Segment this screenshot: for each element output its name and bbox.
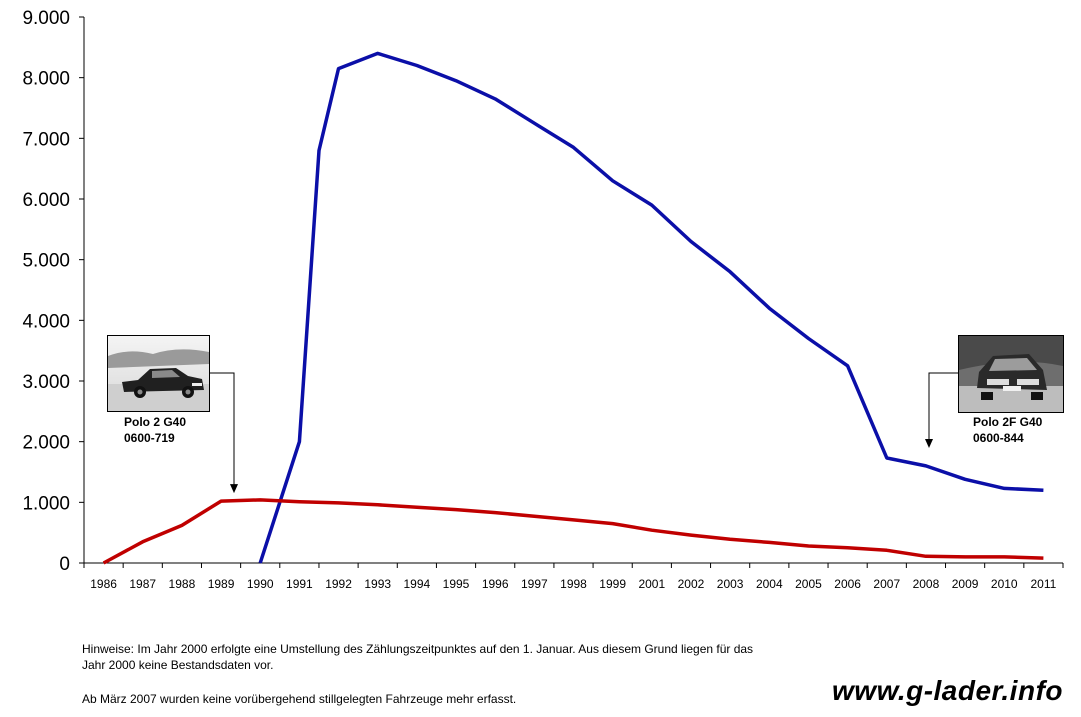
y-tick-label: 2.000 [22,433,70,454]
y-tick-label: 6.000 [22,190,70,211]
callout-left-code-wrap: 0600-719 [124,430,175,446]
car-photo-icon [108,336,209,411]
x-axis-ticks: 1986 1987 1988 1989 1990 1991 1992 1993 1994 1995… [83,563,1064,591]
x-tick-label: 1994 [404,577,431,591]
x-tick-label: 1999 [599,577,626,591]
x-tick-label: 2007 [873,577,900,591]
callout-left-code: 0600-719 [124,431,175,445]
y-tick-label: 5.000 [22,251,70,272]
callout-right-label: Polo 2F G40 [973,414,1042,430]
x-tick-label: 2005 [795,577,822,591]
x-tick-label: 1990 [247,577,274,591]
callout-arrows [208,372,958,494]
y-tick-label: 7.000 [22,129,70,150]
x-tick-label: 1993 [364,577,391,591]
y-tick-label: 8.000 [22,69,70,90]
x-tick-label: 1988 [169,577,196,591]
callout-right-leader [928,372,958,441]
series-line-1 [102,498,1044,565]
y-axis-ticks: 0 1.000 2.000 3.000 4.000 5.000 6.000 7.000 8.00… [22,8,84,575]
x-tick-label: 2001 [638,577,665,591]
x-tick-label: 2011 [1031,577,1057,591]
note-line-1: Hinweise: Im Jahr 2000 erfolgte eine Ums… [82,642,754,656]
x-tick-label: 2010 [991,577,1018,591]
x-tick-label: 1997 [521,577,548,591]
x-tick-label: 1998 [560,577,587,591]
callout-left-leader [208,372,235,486]
series-line-0 [258,51,1044,564]
watermark-url: www.g-lader.info [832,675,1063,706]
x-tick-label: 2002 [678,577,705,591]
y-tick-label: 4.000 [22,311,70,332]
x-tick-label: 1987 [129,577,156,591]
callout-left-label: Polo 2 G40 [124,414,186,430]
x-tick-label: 1992 [325,577,352,591]
car-photo-icon [959,336,1063,412]
x-tick-label: 2004 [756,577,783,591]
x-tick-label: 2009 [952,577,979,591]
y-tick-label: 9.000 [22,8,70,29]
note-line-2: Jahr 2000 keine Bestandsdaten vor. [82,658,274,672]
x-tick-label: 1986 [90,577,117,591]
callout-right-title: Polo 2F G40 [973,415,1043,429]
y-tick-label: 1.000 [22,493,70,514]
x-tick-label: 2006 [834,577,861,591]
x-tick-label: 1995 [443,577,470,591]
photo-polo-2-g40 [107,335,210,412]
callout-right-code: 0600-844 [973,431,1024,445]
photo-polo-2f-g40 [958,335,1064,413]
callout-left-title: Polo 2 G40 [124,415,187,429]
x-tick-label: 2003 [717,577,744,591]
arrow-down-icon [925,439,933,449]
x-tick-label: 2008 [913,577,940,591]
y-tick-label: 3.000 [22,372,70,393]
x-tick-label: 1996 [482,577,509,591]
y-tick-label: 0 [59,554,70,575]
chart-axes [83,17,1063,564]
arrow-down-icon [230,484,238,494]
x-tick-label: 1991 [286,577,313,591]
callout-right-code-wrap: 0600-844 [973,430,1024,446]
x-tick-label: 1989 [208,577,235,591]
note-line-3: Ab März 2007 wurden keine vorübergehend … [82,692,517,706]
chart-series [102,51,1044,565]
